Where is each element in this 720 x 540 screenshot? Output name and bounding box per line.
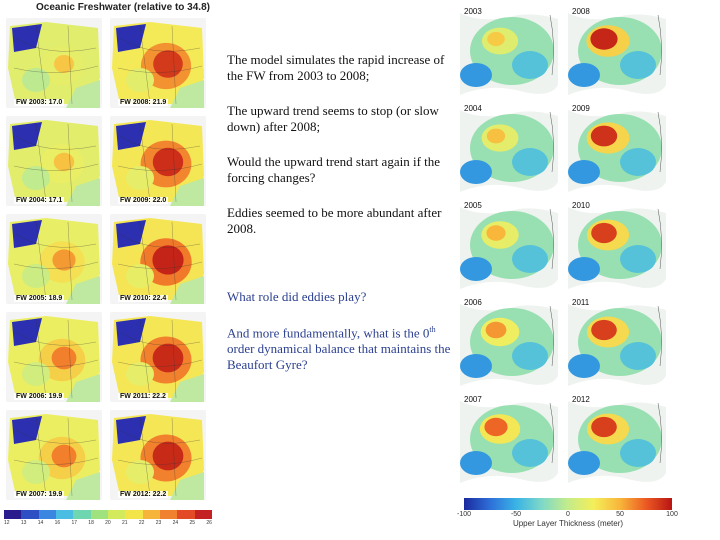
upper-layer-map: 2007 bbox=[460, 393, 558, 483]
upper-layer-map: 2008 bbox=[568, 5, 666, 95]
freshwater-map: FW 2011: 22.2 bbox=[110, 312, 206, 402]
upper-layer-map: 2011 bbox=[568, 296, 666, 386]
freshwater-colorbar-tick: 21 bbox=[122, 520, 128, 526]
upper-layer-colorbar-ticks: -100 -50 0 50 100 bbox=[454, 511, 680, 521]
upper-layer-figure: 2003 2008 2004 2009 bbox=[458, 5, 673, 525]
freshwater-colorbar bbox=[4, 510, 212, 519]
upper-layer-colorbar-label: Upper Layer Thickness (meter) bbox=[512, 519, 624, 528]
upper-layer-map-year: 2004 bbox=[464, 104, 482, 113]
text-dynamical-balance-b: order dynamical balance that maintains t… bbox=[227, 341, 451, 373]
freshwater-colorbar-ticks: 12 13 14 16 17 18 20 21 22 23 24 25 26 bbox=[4, 520, 212, 530]
upper-layer-colorbar-tick: 50 bbox=[616, 511, 624, 518]
freshwater-map: FW 2003: 17.0 bbox=[6, 18, 102, 108]
freshwater-map: FW 2008: 21.9 bbox=[110, 18, 206, 108]
freshwater-map: FW 2010: 22.4 bbox=[110, 214, 206, 304]
freshwater-colorbar-tick: 14 bbox=[37, 520, 44, 526]
upper-layer-map: 2009 bbox=[568, 102, 666, 192]
freshwater-colorbar-tick: 24 bbox=[172, 520, 179, 526]
upper-layer-map: 2006 bbox=[460, 296, 558, 386]
freshwater-colorbar-tick: 17 bbox=[71, 520, 77, 526]
freshwater-map-label: FW 2005: 18.9 bbox=[14, 295, 65, 302]
freshwater-map-label: FW 2007: 19.9 bbox=[14, 491, 65, 498]
freshwater-colorbar-tick: 22 bbox=[138, 520, 145, 526]
upper-layer-colorbar-tick: 0 bbox=[566, 511, 570, 518]
upper-layer-map: 2012 bbox=[568, 393, 666, 483]
freshwater-map: FW 2009: 22.0 bbox=[110, 116, 206, 206]
freshwater-colorbar-tick: 25 bbox=[189, 520, 196, 526]
upper-layer-map: 2003 bbox=[460, 5, 558, 95]
upper-layer-map-year: 2009 bbox=[572, 104, 590, 113]
freshwater-map: FW 2006: 19.9 bbox=[6, 312, 102, 402]
upper-layer-colorbar-tick: -50 bbox=[510, 511, 522, 518]
freshwater-map-label: FW 2006: 19.9 bbox=[14, 393, 65, 400]
upper-layer-map-year: 2011 bbox=[572, 298, 590, 307]
freshwater-map: FW 2012: 22.2 bbox=[110, 410, 206, 500]
upper-layer-map-year: 2003 bbox=[464, 7, 482, 16]
freshwater-map-label: FW 2004: 17.1 bbox=[14, 197, 65, 204]
freshwater-figure-title: Oceanic Freshwater (relative to 34.8) bbox=[36, 2, 210, 13]
upper-layer-map-year: 2012 bbox=[572, 395, 590, 404]
upper-layer-colorbar-tick: 100 bbox=[666, 511, 678, 518]
text-dynamical-balance-sup: th bbox=[429, 325, 436, 334]
text-dynamical-balance-a: And more fundamentally, what is the 0 bbox=[227, 325, 430, 341]
text-trend-stop: The upward trend seems to stop (or slow … bbox=[227, 103, 439, 134]
upper-layer-map-year: 2006 bbox=[464, 298, 482, 307]
freshwater-colorbar-tick: 16 bbox=[54, 520, 61, 526]
upper-layer-map-year: 2008 bbox=[572, 7, 590, 16]
upper-layer-map-year: 2007 bbox=[464, 395, 482, 404]
freshwater-colorbar-tick: 26 bbox=[206, 520, 212, 526]
freshwater-map-label: FW 2009: 22.0 bbox=[118, 197, 169, 204]
text-eddies-abundant: Eddies seemed to be more abundant after … bbox=[227, 205, 442, 236]
freshwater-colorbar-tick: 12 bbox=[4, 520, 10, 526]
freshwater-colorbar-tick: 13 bbox=[20, 520, 27, 526]
text-dynamical-balance: And more fundamentally, what is the 0th … bbox=[227, 322, 455, 373]
text-eddies-role: What role did eddies play? bbox=[227, 289, 367, 304]
freshwater-colorbar-tick: 20 bbox=[105, 520, 111, 526]
upper-layer-map: 2004 bbox=[460, 102, 558, 192]
text-forcing-question: Would the upward trend start again if th… bbox=[227, 154, 441, 185]
upper-layer-colorbar bbox=[464, 498, 672, 510]
upper-layer-map: 2010 bbox=[568, 199, 666, 289]
freshwater-map: FW 2004: 17.1 bbox=[6, 116, 102, 206]
freshwater-map-label: FW 2012: 22.2 bbox=[118, 491, 169, 498]
freshwater-map-label: FW 2008: 21.9 bbox=[118, 99, 169, 106]
freshwater-map-label: FW 2010: 22.4 bbox=[118, 295, 169, 302]
upper-layer-map-year: 2005 bbox=[464, 201, 482, 210]
freshwater-colorbar-tick: 23 bbox=[155, 520, 162, 526]
upper-layer-map: 2005 bbox=[460, 199, 558, 289]
freshwater-map-label: FW 2003: 17.0 bbox=[14, 99, 65, 106]
upper-layer-colorbar-tick: -100 bbox=[456, 511, 472, 518]
text-fw-increase: The model simulates the rapid increase o… bbox=[227, 52, 445, 83]
freshwater-map-label: FW 2011: 22.2 bbox=[118, 393, 168, 400]
freshwater-map: FW 2007: 19.9 bbox=[6, 410, 102, 500]
freshwater-figure: Oceanic Freshwater (relative to 34.8) FW… bbox=[0, 0, 212, 530]
freshwater-map: FW 2005: 18.9 bbox=[6, 214, 102, 304]
upper-layer-map-year: 2010 bbox=[572, 201, 590, 210]
freshwater-colorbar-tick: 18 bbox=[88, 520, 94, 526]
